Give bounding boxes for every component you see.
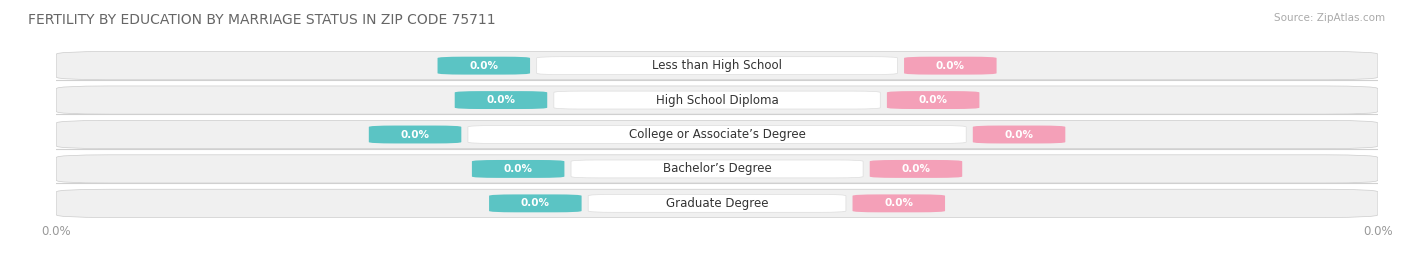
Text: Bachelor’s Degree: Bachelor’s Degree (662, 162, 772, 175)
FancyBboxPatch shape (56, 86, 1378, 114)
Text: 0.0%: 0.0% (503, 164, 533, 174)
FancyBboxPatch shape (368, 126, 461, 143)
Text: 0.0%: 0.0% (901, 164, 931, 174)
Text: FERTILITY BY EDUCATION BY MARRIAGE STATUS IN ZIP CODE 75711: FERTILITY BY EDUCATION BY MARRIAGE STATU… (28, 13, 496, 27)
Text: 0.0%: 0.0% (486, 95, 516, 105)
Text: 0.0%: 0.0% (470, 61, 498, 71)
Text: 0.0%: 0.0% (884, 198, 914, 208)
FancyBboxPatch shape (852, 194, 945, 212)
Text: Source: ZipAtlas.com: Source: ZipAtlas.com (1274, 13, 1385, 23)
FancyBboxPatch shape (870, 160, 962, 178)
FancyBboxPatch shape (56, 189, 1378, 217)
FancyBboxPatch shape (571, 160, 863, 178)
Text: 0.0%: 0.0% (1004, 129, 1033, 140)
Text: 0.0%: 0.0% (918, 95, 948, 105)
FancyBboxPatch shape (472, 160, 564, 178)
FancyBboxPatch shape (437, 57, 530, 75)
FancyBboxPatch shape (904, 57, 997, 75)
FancyBboxPatch shape (56, 121, 1378, 148)
FancyBboxPatch shape (887, 91, 980, 109)
FancyBboxPatch shape (973, 126, 1066, 143)
Text: Graduate Degree: Graduate Degree (666, 197, 768, 210)
Text: 0.0%: 0.0% (401, 129, 430, 140)
FancyBboxPatch shape (554, 91, 880, 109)
Text: Less than High School: Less than High School (652, 59, 782, 72)
FancyBboxPatch shape (454, 91, 547, 109)
FancyBboxPatch shape (468, 126, 966, 143)
Text: High School Diploma: High School Diploma (655, 94, 779, 107)
FancyBboxPatch shape (588, 194, 846, 212)
FancyBboxPatch shape (537, 57, 897, 75)
FancyBboxPatch shape (56, 155, 1378, 183)
Text: College or Associate’s Degree: College or Associate’s Degree (628, 128, 806, 141)
FancyBboxPatch shape (56, 52, 1378, 80)
Text: 0.0%: 0.0% (936, 61, 965, 71)
FancyBboxPatch shape (489, 194, 582, 212)
Text: 0.0%: 0.0% (520, 198, 550, 208)
